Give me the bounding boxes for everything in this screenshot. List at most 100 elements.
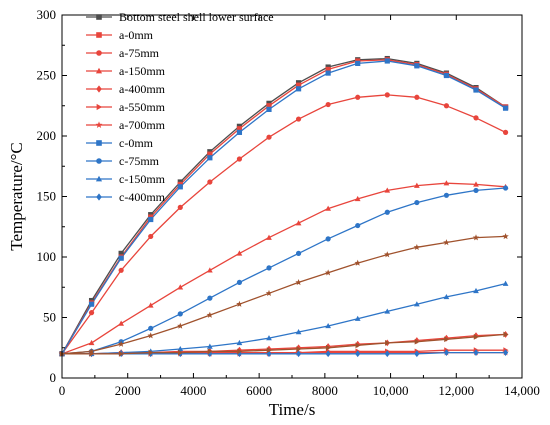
x-tick-label: 4000 xyxy=(180,383,206,398)
data-point xyxy=(473,349,479,356)
data-point xyxy=(178,349,184,356)
data-point xyxy=(296,346,302,352)
axis-tick-labels: 0 2000 4000 6000 8000 10,000 12,000 14,000 0 50 10… xyxy=(37,7,540,398)
data-point xyxy=(236,300,243,307)
legend-marker xyxy=(96,158,102,164)
data-point xyxy=(414,94,420,100)
data-point xyxy=(295,350,302,358)
x-axis-title: Time/s xyxy=(269,400,316,419)
data-point xyxy=(236,339,243,346)
data-point xyxy=(325,344,332,351)
legend-marker xyxy=(96,193,102,201)
data-point xyxy=(444,336,450,343)
data-point xyxy=(384,350,390,358)
data-point xyxy=(295,220,302,226)
data-point xyxy=(384,187,391,193)
data-point xyxy=(88,301,95,307)
data-point xyxy=(443,293,450,300)
data-point xyxy=(295,86,302,92)
data-point xyxy=(177,284,184,290)
data-point xyxy=(206,267,213,273)
data-point xyxy=(502,349,509,356)
data-point xyxy=(325,236,331,242)
series-line xyxy=(61,57,506,355)
legend-label: c-0mm xyxy=(119,136,154,150)
data-point xyxy=(413,182,420,188)
data-point xyxy=(207,151,213,157)
data-point xyxy=(502,280,509,286)
data-point xyxy=(147,332,154,339)
data-point xyxy=(384,251,391,258)
data-point xyxy=(266,103,272,109)
series-markers xyxy=(58,55,509,358)
data-point xyxy=(355,350,361,358)
x-tick-label: 2000 xyxy=(115,383,141,398)
data-point xyxy=(266,347,272,354)
data-point xyxy=(236,250,243,256)
series-lines xyxy=(61,57,506,355)
series-line xyxy=(61,187,506,355)
data-point xyxy=(147,302,154,308)
data-point xyxy=(118,267,124,273)
data-point xyxy=(502,185,509,191)
legend-label: a-0mm xyxy=(119,28,154,42)
data-point xyxy=(207,179,213,185)
data-point xyxy=(88,310,95,316)
data-point xyxy=(207,155,213,161)
data-point xyxy=(443,239,450,246)
legend-marker xyxy=(96,32,102,38)
data-point xyxy=(266,234,272,240)
data-point xyxy=(118,350,125,357)
data-point xyxy=(148,349,154,356)
data-point xyxy=(325,101,331,108)
legend-label: a-400mm xyxy=(119,82,166,96)
series-line xyxy=(62,282,506,355)
legend-marker xyxy=(95,121,103,128)
data-point xyxy=(118,250,124,256)
series-line xyxy=(61,94,506,355)
data-point xyxy=(443,192,450,198)
data-point xyxy=(207,295,213,301)
data-point xyxy=(385,340,391,346)
data-point xyxy=(443,103,450,109)
legend-marker xyxy=(96,85,102,93)
axis-ticks xyxy=(61,14,523,379)
data-point xyxy=(384,58,390,64)
data-point xyxy=(118,320,125,326)
data-point xyxy=(177,184,183,190)
data-point xyxy=(236,279,243,286)
y-tick-label: 300 xyxy=(37,7,57,22)
data-point xyxy=(177,345,184,352)
data-point xyxy=(89,350,95,357)
data-point xyxy=(443,72,450,79)
data-point xyxy=(295,116,302,122)
data-point xyxy=(384,209,390,215)
data-point xyxy=(206,343,213,349)
legend: Bottom steel shell lower surface a-0mm a-7… xyxy=(86,10,274,204)
data-point xyxy=(265,289,273,297)
data-point xyxy=(355,94,361,100)
legend-label: a-700mm xyxy=(119,118,166,132)
data-point xyxy=(148,216,154,223)
legend-marker xyxy=(96,140,102,146)
data-point xyxy=(503,331,509,338)
data-point xyxy=(384,92,390,98)
data-point xyxy=(472,234,480,241)
data-point xyxy=(355,342,361,349)
data-point xyxy=(413,301,420,307)
data-point xyxy=(354,195,361,202)
data-point xyxy=(148,233,154,240)
data-point xyxy=(118,255,124,261)
y-tick-label: 50 xyxy=(43,310,56,325)
y-tick-label: 200 xyxy=(37,128,57,143)
series-line xyxy=(61,182,506,355)
legend-marker xyxy=(96,14,102,20)
data-point xyxy=(236,126,243,132)
data-point xyxy=(325,350,331,358)
data-point xyxy=(117,340,125,347)
data-point xyxy=(502,129,509,135)
data-point xyxy=(473,287,479,294)
data-point xyxy=(236,156,243,162)
data-point xyxy=(236,129,243,135)
data-point xyxy=(266,265,272,271)
